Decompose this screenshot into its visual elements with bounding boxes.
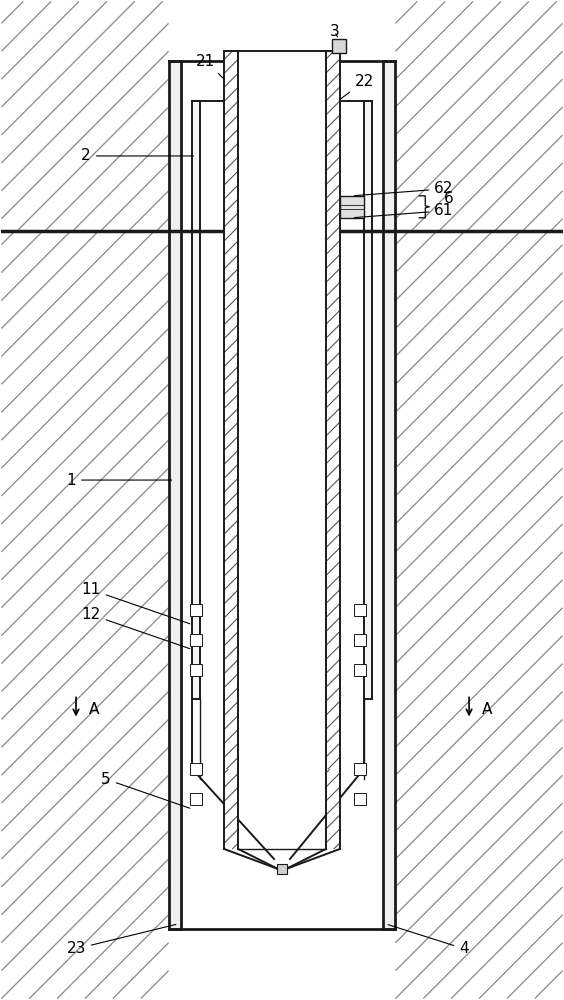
Text: 11: 11 (82, 582, 190, 624)
Text: 22: 22 (340, 74, 374, 99)
Bar (354, 664, 365, 676)
Text: A: A (89, 702, 99, 717)
Bar (354, 793, 365, 805)
Text: 3: 3 (330, 24, 340, 39)
Text: 23: 23 (67, 924, 176, 956)
Text: 5: 5 (101, 772, 190, 808)
Text: 6: 6 (444, 191, 454, 206)
Bar (326, 51, 340, 769)
Text: 2: 2 (81, 148, 193, 163)
Bar (224, 51, 238, 769)
Text: 21: 21 (196, 54, 224, 79)
Bar (192, 101, 200, 699)
Bar (191, 793, 202, 805)
Bar (332, 39, 346, 53)
Bar (191, 604, 202, 616)
Bar (354, 763, 365, 775)
Text: 1: 1 (67, 473, 172, 488)
Bar (191, 763, 202, 775)
Bar (326, 769, 340, 849)
Text: 61: 61 (354, 203, 453, 218)
Text: 62: 62 (354, 181, 453, 196)
Text: 4: 4 (388, 925, 469, 956)
Bar (384, 61, 395, 929)
Bar (277, 864, 287, 874)
Text: A: A (482, 702, 492, 717)
Bar (169, 61, 180, 929)
Bar (224, 769, 238, 849)
Bar (364, 101, 372, 699)
Bar (238, 51, 326, 769)
Bar (354, 634, 365, 646)
Bar (340, 196, 364, 218)
Text: 12: 12 (82, 607, 190, 649)
Bar (354, 604, 365, 616)
Bar (191, 634, 202, 646)
Bar (191, 664, 202, 676)
